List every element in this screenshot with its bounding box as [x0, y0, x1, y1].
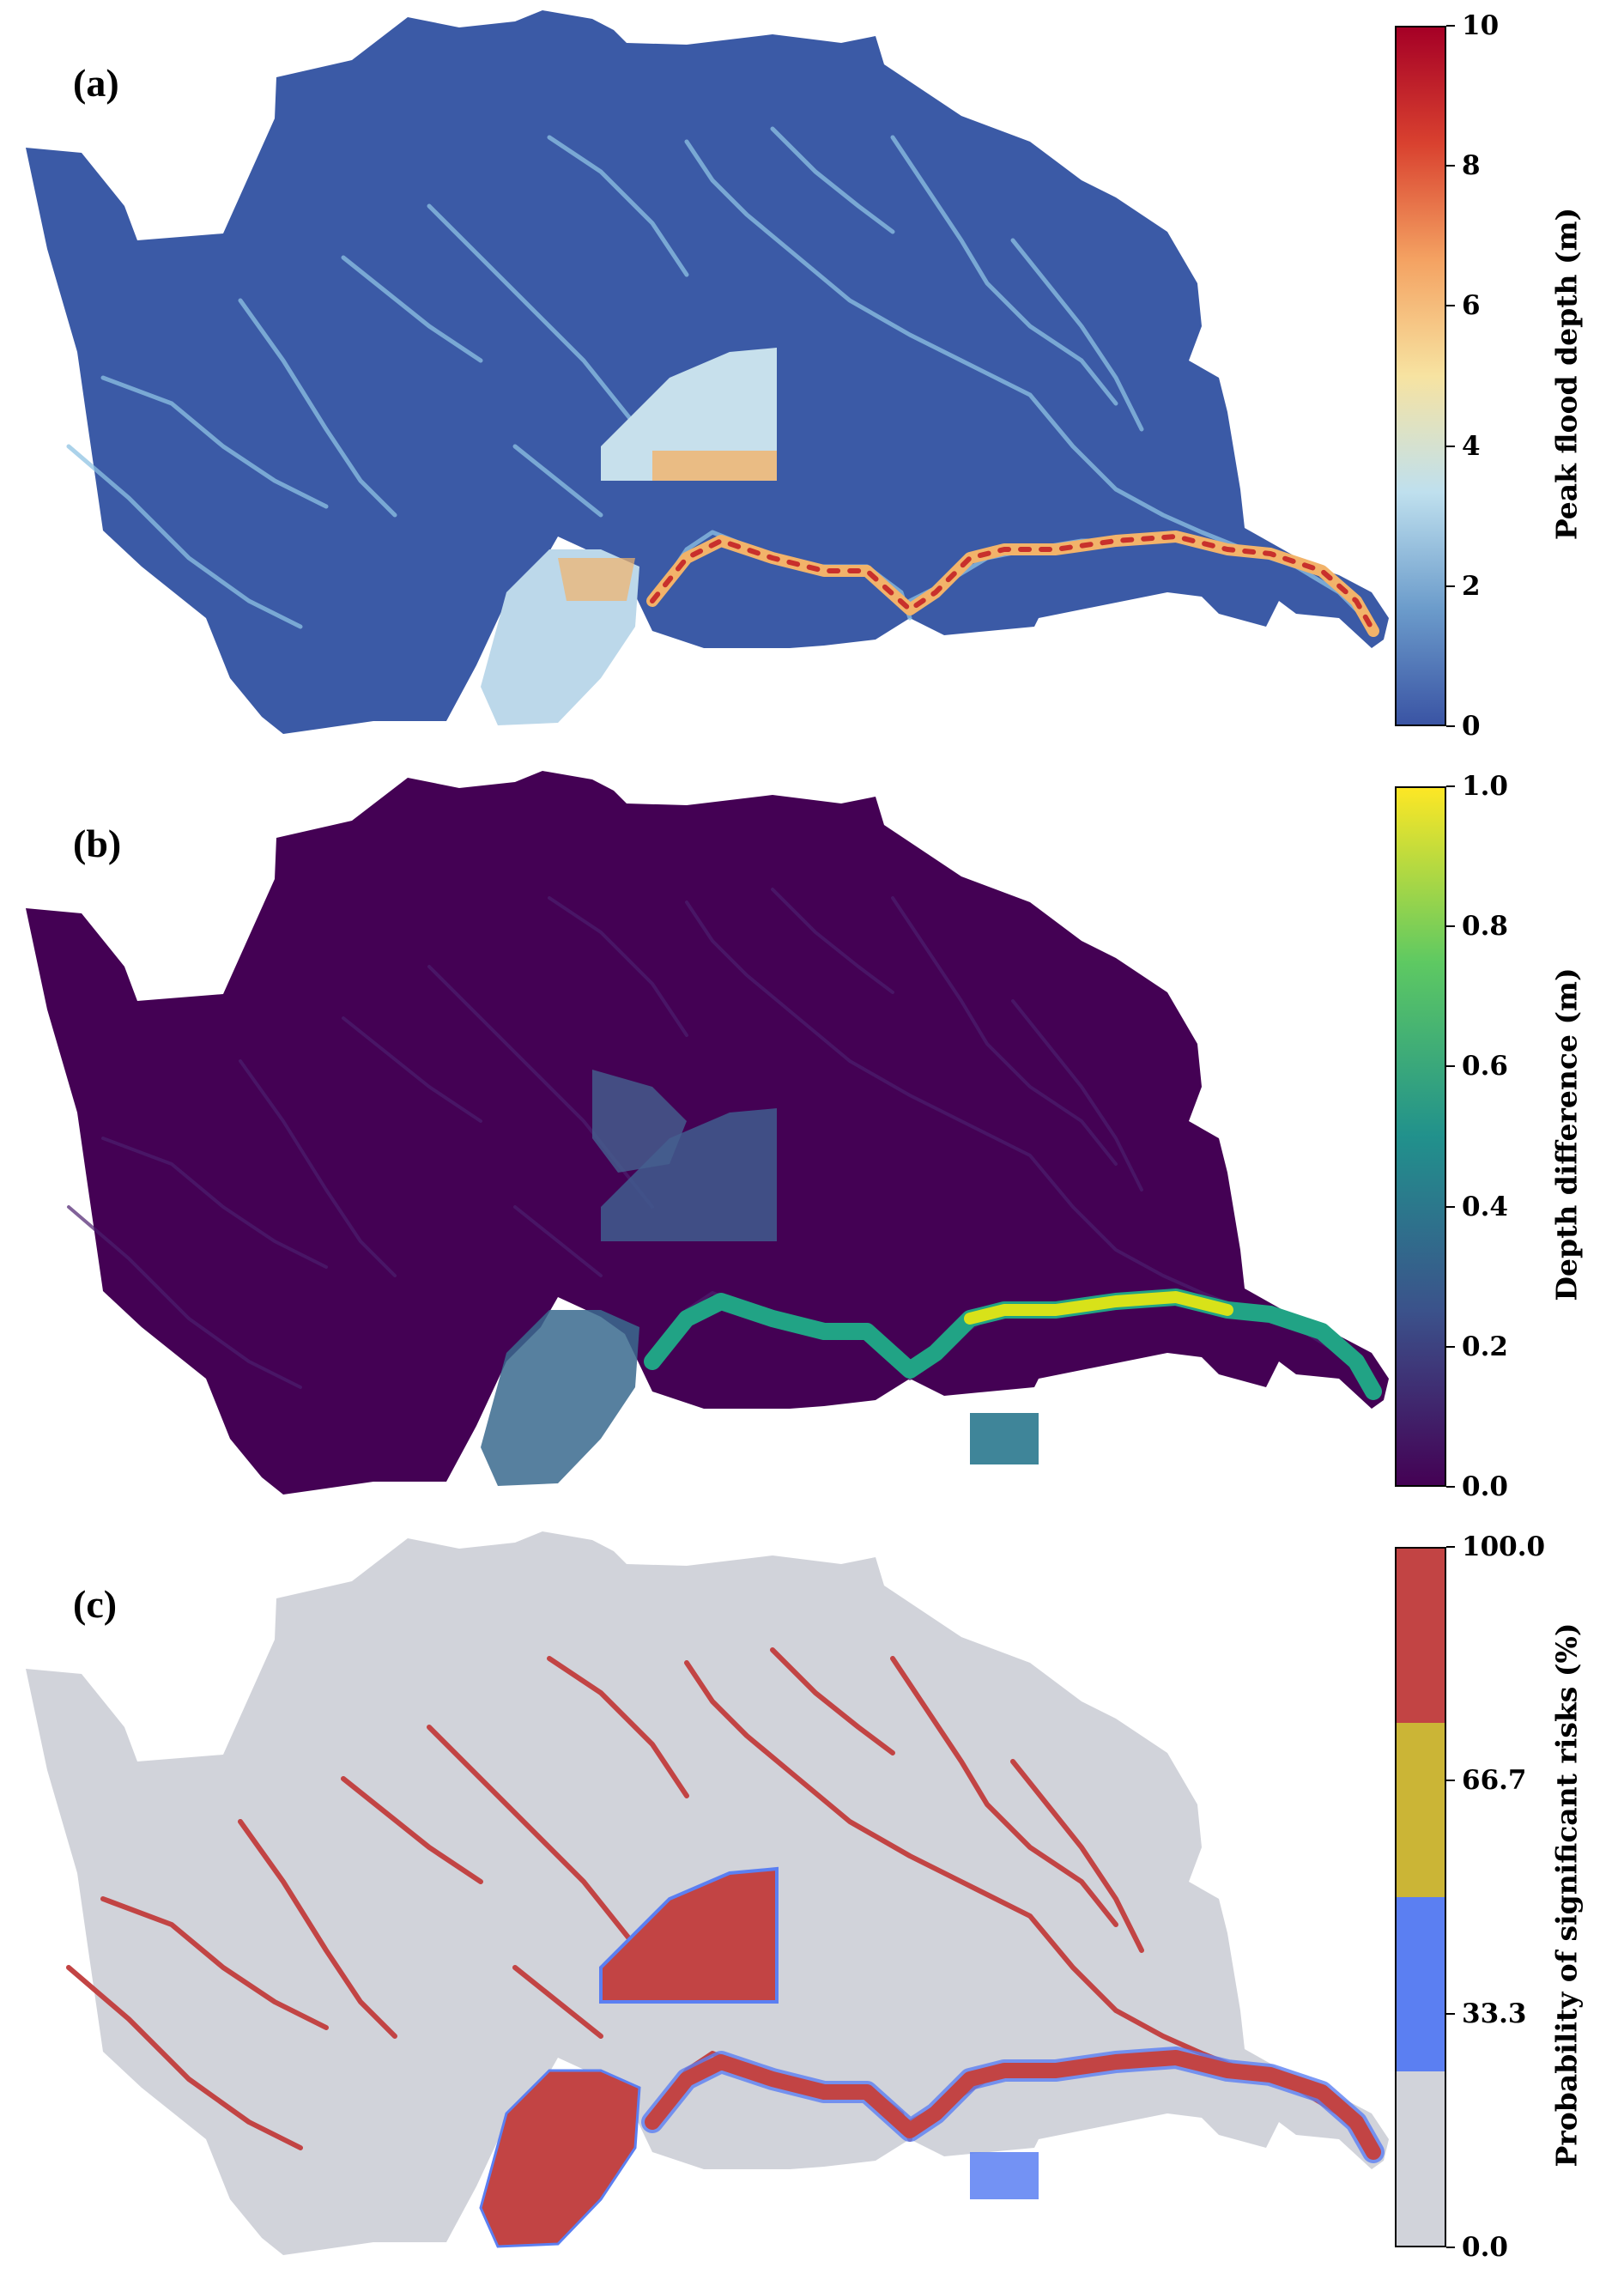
- drainage-network: [67, 888, 1382, 1400]
- stream-channel: [100, 375, 329, 509]
- main-river-peak: [964, 1291, 1233, 1325]
- colorbar-title: Depth difference (m): [1549, 967, 1584, 1301]
- stream-channel: [1010, 238, 1144, 432]
- stream-channel: [67, 1205, 302, 1389]
- main-river: [645, 2050, 1381, 2160]
- colorbar-tick-label: 0.0: [1462, 2232, 1508, 2263]
- stream-channel: [890, 135, 1118, 406]
- colorbar-tick-mark: [1446, 1345, 1455, 1348]
- stream-channel: [891, 896, 1118, 1166]
- colorbar-tick-mark: [1446, 1205, 1455, 1208]
- colorbar-tick-label: 10: [1462, 10, 1500, 41]
- colorbar-tick-label: 0.4: [1462, 1191, 1508, 1222]
- colorbar-tick-mark: [1446, 165, 1455, 167]
- stream-channel: [100, 1896, 329, 2030]
- stream-channel: [66, 444, 303, 629]
- panel-label: (a): [73, 61, 119, 105]
- stream-channel: [427, 203, 655, 449]
- colorbar-tick-label: 33.3: [1462, 1998, 1527, 2029]
- colorbar-tick-label: 2: [1462, 570, 1481, 602]
- colorbar-tick-label: 8: [1462, 150, 1481, 182]
- colorbar-tick-mark: [1446, 925, 1455, 928]
- stream-channel: [66, 1965, 303, 2150]
- panel-c: (c) Probability of significant risks (%)…: [0, 1521, 1624, 2277]
- stream-channel: [770, 126, 895, 234]
- depth-difference-map: [26, 771, 1389, 1495]
- colorbar: [1395, 26, 1446, 726]
- inundated-zone: [601, 348, 777, 481]
- stream-channel: [1011, 999, 1143, 1192]
- colorbar: [1395, 786, 1446, 1487]
- colorbar-tick-mark: [1446, 1065, 1455, 1068]
- panel-b: (b) Depth difference (m) 1.0 0.8 0.6 0.4 0.2…: [0, 761, 1624, 1516]
- colorbar-tick-mark: [1446, 1780, 1455, 1781]
- stream-channel: [239, 1059, 397, 1277]
- panel-label: (c): [73, 1582, 118, 1626]
- colorbar-tick-label: 6: [1462, 290, 1481, 322]
- stream-channel: [101, 1137, 328, 1269]
- colorbar-tick-mark: [1446, 585, 1455, 587]
- colorbar-tick-label: 1.0: [1462, 771, 1508, 802]
- stream-channel: [548, 896, 688, 1037]
- peak-flood-depth-map: [26, 10, 1389, 734]
- colorbar-tick-label: 0.0: [1462, 1471, 1508, 1502]
- colorbar-tick-mark: [1446, 785, 1455, 787]
- stream-channel: [512, 444, 603, 518]
- main-river-peak: [650, 534, 1376, 634]
- stream-channel: [342, 1016, 482, 1123]
- stream-channel: [512, 1965, 603, 2039]
- colorbar-title: Peak flood depth (m): [1549, 207, 1584, 541]
- colorbar-tick-mark: [1446, 305, 1455, 307]
- colorbar-tick-label: 100.0: [1462, 1531, 1546, 1562]
- colorbar-tick-mark: [1446, 725, 1455, 727]
- stream-channel: [341, 1776, 483, 1884]
- stream-channel: [341, 255, 483, 363]
- difference-zone: [481, 1310, 639, 1486]
- risk-zone: [599, 1866, 779, 2004]
- deep-zone: [558, 558, 635, 601]
- colorbar-tick-label: 0: [1462, 711, 1481, 742]
- colorbar-tick-label: 0.2: [1462, 1331, 1508, 1362]
- risk-probability-map: [26, 1531, 1389, 2255]
- risk-zone: [970, 2152, 1039, 2199]
- colorbar-tick-label: 66.7: [1462, 1765, 1527, 1796]
- colorbar-tick-mark: [1446, 445, 1455, 447]
- stream-channel: [771, 888, 894, 994]
- colorbar: [1395, 1547, 1446, 2247]
- colorbar-tick-label: 0.6: [1462, 1051, 1508, 1082]
- colorbar-tick-mark: [1446, 25, 1455, 27]
- panel-a: (a) Peak flood depth (m) 10 8 6 4 2 0: [0, 0, 1624, 755]
- stream-channel: [1010, 1759, 1144, 1953]
- risk-zone: [479, 2069, 641, 2248]
- colorbar-tick-label: 4: [1462, 430, 1481, 462]
- colorbar-tick-mark: [1446, 1486, 1455, 1488]
- stream-channel: [770, 1647, 895, 1755]
- drainage-network: [66, 1647, 1385, 2163]
- stream-channel: [890, 1656, 1118, 1927]
- stream-channel: [238, 298, 397, 518]
- difference-zone: [970, 1413, 1039, 1464]
- colorbar-tick-mark: [1446, 2013, 1455, 2015]
- stream-channel: [238, 1819, 397, 2039]
- colorbar-tick-label: 0.8: [1462, 911, 1508, 943]
- stream-channel: [547, 135, 689, 277]
- difference-zone: [601, 1108, 777, 1241]
- stream-channel: [427, 1725, 655, 1970]
- stream-channel: [513, 1205, 603, 1277]
- deep-zone: [652, 451, 777, 481]
- colorbar-tick-mark: [1446, 1546, 1455, 1548]
- panel-label: (b): [73, 822, 122, 865]
- difference-zone: [592, 1070, 687, 1173]
- drainage-network: [66, 126, 1379, 637]
- colorbar-tick-mark: [1446, 2247, 1455, 2248]
- stream-channel: [547, 1656, 689, 1798]
- colorbar-title: Probability of significant risks (%): [1549, 1622, 1584, 2168]
